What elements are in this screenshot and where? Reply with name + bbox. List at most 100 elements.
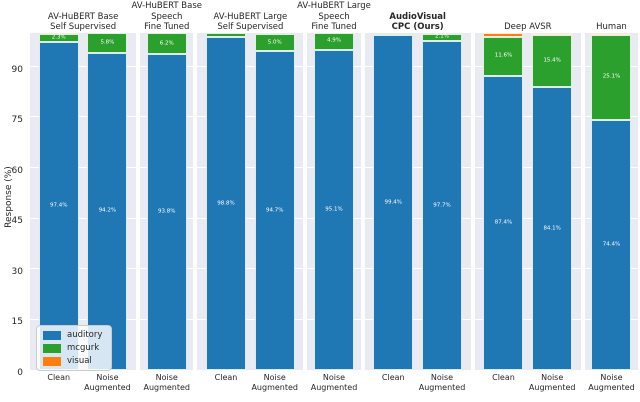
legend-label: mcgurk bbox=[67, 343, 100, 353]
stacked-bar: 84.1% 15.4% bbox=[532, 32, 573, 371]
gridline bbox=[474, 217, 581, 219]
facet-title-line: Human bbox=[596, 22, 627, 33]
x-tick-label: Noise Augmented bbox=[84, 373, 131, 402]
stacked-bar: 97.7% 2.1% bbox=[422, 33, 462, 371]
gridline bbox=[474, 318, 581, 320]
x-tick-label-line: Noise bbox=[96, 373, 119, 383]
y-tick-label: 45 bbox=[11, 216, 23, 227]
legend-label: visual bbox=[67, 356, 92, 366]
facet-title: AV-HuBERT Base Self Supervised bbox=[30, 0, 136, 33]
bar-segment-mcgurk bbox=[373, 33, 414, 36]
gridline bbox=[474, 116, 581, 118]
facet-title: Deep AVSR bbox=[475, 0, 581, 33]
x-tick-label-line: Noise bbox=[430, 373, 454, 383]
stacked-bar: 98.8% bbox=[206, 33, 246, 371]
facet-plot-area: 74.4% 25.1% bbox=[584, 32, 639, 371]
bar-segment-auditory: 97.4% bbox=[38, 41, 79, 371]
x-axis-labels: Noise Augmented bbox=[585, 370, 638, 402]
bar-segment-auditory: 87.4% bbox=[483, 75, 524, 371]
bar-segment-auditory: 99.4% bbox=[373, 35, 414, 371]
x-tick-label: Noise Augmented bbox=[529, 373, 576, 402]
legend: auditory mcgurk visual bbox=[36, 325, 113, 371]
facet-plot-area: 93.8% 6.2% bbox=[140, 32, 194, 371]
legend-item: mcgurk bbox=[43, 343, 102, 353]
bar-segment-visual bbox=[38, 32, 79, 35]
x-tick-label-line: Noise bbox=[155, 373, 178, 383]
legend-label: auditory bbox=[67, 330, 103, 340]
segment-value-label: 11.6% bbox=[494, 52, 513, 59]
x-axis-labels: Noise Augmented bbox=[307, 370, 360, 402]
facet-title-line: CPC (Ours) bbox=[391, 22, 444, 33]
gridline bbox=[197, 217, 304, 219]
bar-segment-mcgurk: 2.1% bbox=[422, 33, 462, 41]
segment-value-label: 5.0% bbox=[267, 38, 282, 45]
gridline bbox=[197, 167, 304, 169]
facet-panel: AV-HuBERT Base Speech Fine Tuned 93.8% 6.2% N… bbox=[131, 0, 202, 402]
facet-title: AV-HuBERT Base Speech Fine Tuned bbox=[131, 0, 202, 33]
y-tick-label: 15 bbox=[11, 317, 23, 328]
stacked-bar: 74.4% 25.1% bbox=[591, 32, 632, 371]
gridline bbox=[474, 167, 581, 169]
bar-segment-mcgurk: 25.1% bbox=[591, 34, 632, 120]
facet-panel: AV-HuBERT Base Self Supervised 97.4% 2.3% 94… bbox=[30, 0, 137, 402]
y-tick-label: 60 bbox=[11, 165, 23, 176]
y-axis-ticks: 0 15 30 45 60 75 90 bbox=[0, 33, 26, 378]
x-tick-label-line: Clean bbox=[492, 373, 515, 383]
bar-segment-mcgurk: 5.0% bbox=[254, 34, 295, 52]
segment-value-label: 2.1% bbox=[435, 33, 449, 40]
stacked-bar: 94.2% 5.8% bbox=[87, 33, 128, 371]
facet-title: AV-HuBERT Large Speech Fine Tuned bbox=[297, 0, 371, 33]
facet-title: Human bbox=[585, 0, 638, 33]
facet-title-line: Fine Tuned bbox=[311, 22, 357, 33]
facet-title-line: AV-HuBERT Base bbox=[47, 11, 119, 22]
x-tick-label: Clean bbox=[206, 373, 246, 402]
facet-title: AV-HuBERT Large Self Supervised bbox=[197, 0, 303, 33]
bar-segment-visual bbox=[532, 32, 573, 35]
facet-panel: Deep AVSR 87.4% 11.6% 84.1% 15.4% Clean Noise A… bbox=[474, 0, 581, 402]
segment-value-label: 95.1% bbox=[325, 206, 343, 213]
x-tick-label-line: Augmented bbox=[143, 383, 191, 393]
facet-title-line: AV-HuBERT Large bbox=[297, 1, 371, 12]
x-tick-label: Clean bbox=[39, 373, 79, 402]
gridline bbox=[30, 116, 137, 118]
x-tick-label: Noise Augmented bbox=[143, 373, 190, 402]
segment-value-label: 98.8% bbox=[217, 199, 235, 206]
gridline bbox=[197, 116, 304, 118]
facet-title-line: Fine Tuned bbox=[144, 22, 190, 33]
x-tick-label: Clean bbox=[373, 373, 413, 402]
auditory-swatch-icon bbox=[43, 330, 61, 340]
stacked-bar: 93.8% 6.2% bbox=[146, 33, 187, 371]
bar-segment-mcgurk: 11.6% bbox=[483, 36, 524, 76]
x-tick-label-line: Clean bbox=[214, 373, 238, 383]
panels-container: AV-HuBERT Base Self Supervised 97.4% 2.3% 94… bbox=[30, 0, 639, 402]
x-tick-label: Clean bbox=[483, 373, 523, 402]
x-tick-label-line: Noise bbox=[322, 373, 346, 383]
bar-segment-auditory: 98.8% bbox=[206, 37, 246, 371]
bar-segment-mcgurk bbox=[206, 33, 246, 38]
x-axis-labels: Clean Noise Augmented bbox=[475, 370, 581, 402]
bar-segment-auditory: 94.7% bbox=[254, 51, 295, 371]
x-tick-label-line: Augmented bbox=[588, 383, 635, 393]
gridline bbox=[30, 268, 137, 270]
facet-plot-area: 97.4% 2.3% 94.2% 5.8% bbox=[30, 32, 137, 371]
x-axis-labels: Clean Noise Augmented bbox=[197, 370, 303, 402]
legend-item: visual bbox=[43, 356, 102, 366]
stacked-bar: 87.4% 11.6% bbox=[483, 33, 524, 371]
facet-title-line: Speech bbox=[318, 11, 350, 22]
x-tick-label-line: Noise bbox=[541, 373, 564, 383]
x-tick-label-line: Augmented bbox=[84, 383, 131, 393]
visual-swatch-icon bbox=[43, 356, 61, 366]
gridline bbox=[364, 268, 471, 270]
gridline bbox=[474, 65, 581, 67]
segment-value-label: 5.8% bbox=[100, 39, 115, 46]
x-tick-label-line: Augmented bbox=[251, 383, 298, 393]
y-tick-label: 90 bbox=[11, 64, 23, 75]
gridline bbox=[364, 318, 471, 320]
facet-plot-area: 98.8% 94.7% 5.0% bbox=[197, 32, 304, 371]
x-axis-labels: Clean Noise Augmented bbox=[30, 370, 136, 402]
bar-segment-mcgurk: 6.2% bbox=[146, 33, 187, 55]
x-axis-labels: Clean Noise Augmented bbox=[365, 370, 471, 402]
bar-segment-auditory: 84.1% bbox=[532, 86, 573, 371]
gridline bbox=[30, 65, 137, 67]
gridline bbox=[364, 217, 471, 219]
